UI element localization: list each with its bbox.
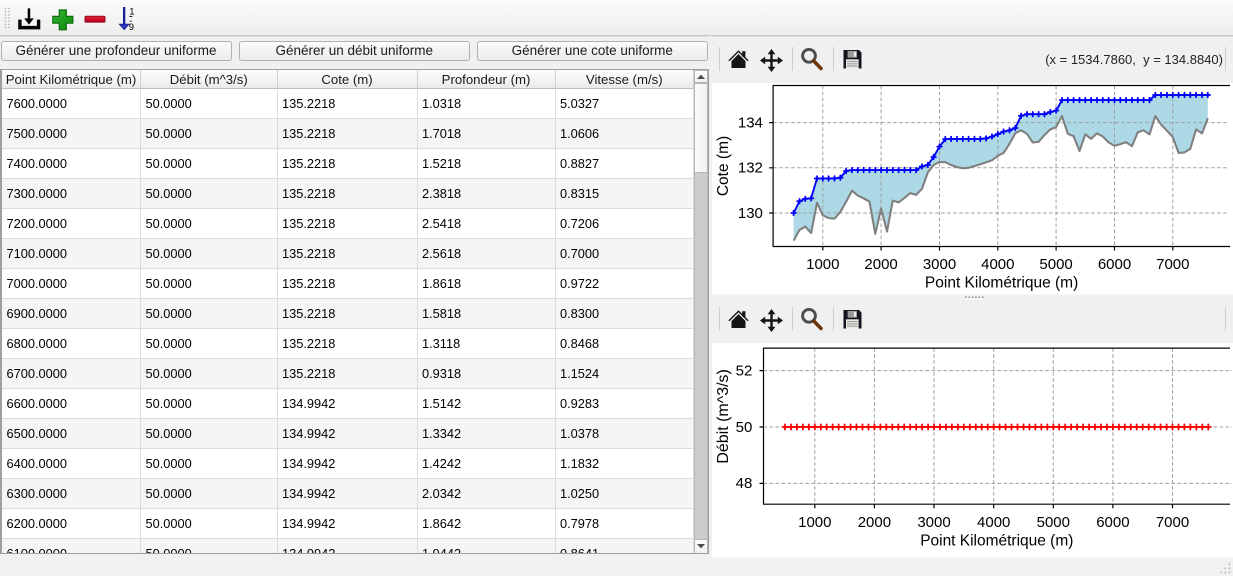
svg-text:132: 132 <box>737 160 762 177</box>
svg-text:Cote (m): Cote (m) <box>715 136 732 196</box>
svg-text:2000: 2000 <box>857 514 890 531</box>
svg-text:1000: 1000 <box>798 514 831 531</box>
svg-text:2000: 2000 <box>864 256 897 273</box>
svg-text:6000: 6000 <box>1096 514 1129 531</box>
svg-text:7000: 7000 <box>1155 514 1188 531</box>
svg-text:Point Kilométrique (m): Point Kilométrique (m) <box>924 275 1077 292</box>
svg-text:52: 52 <box>735 363 752 380</box>
svg-text:4000: 4000 <box>981 256 1014 273</box>
svg-text:130: 130 <box>737 205 762 222</box>
svg-text:48: 48 <box>735 476 752 493</box>
svg-text:3000: 3000 <box>922 256 955 273</box>
svg-text:4000: 4000 <box>977 514 1010 531</box>
svg-text:7000: 7000 <box>1156 256 1189 273</box>
svg-text:50: 50 <box>735 419 752 436</box>
svg-text:1: 1 <box>129 6 134 17</box>
svg-text:5000: 5000 <box>1036 514 1069 531</box>
svg-text:1000: 1000 <box>806 256 839 273</box>
svg-text:Débit (m^3/s): Débit (m^3/s) <box>715 370 732 465</box>
svg-text:5000: 5000 <box>1039 256 1072 273</box>
svg-text:6000: 6000 <box>1097 256 1130 273</box>
svg-text:3000: 3000 <box>917 514 950 531</box>
svg-text:Point Kilométrique (m): Point Kilométrique (m) <box>920 533 1073 550</box>
svg-text:134: 134 <box>737 115 762 132</box>
svg-text:9: 9 <box>129 22 134 32</box>
